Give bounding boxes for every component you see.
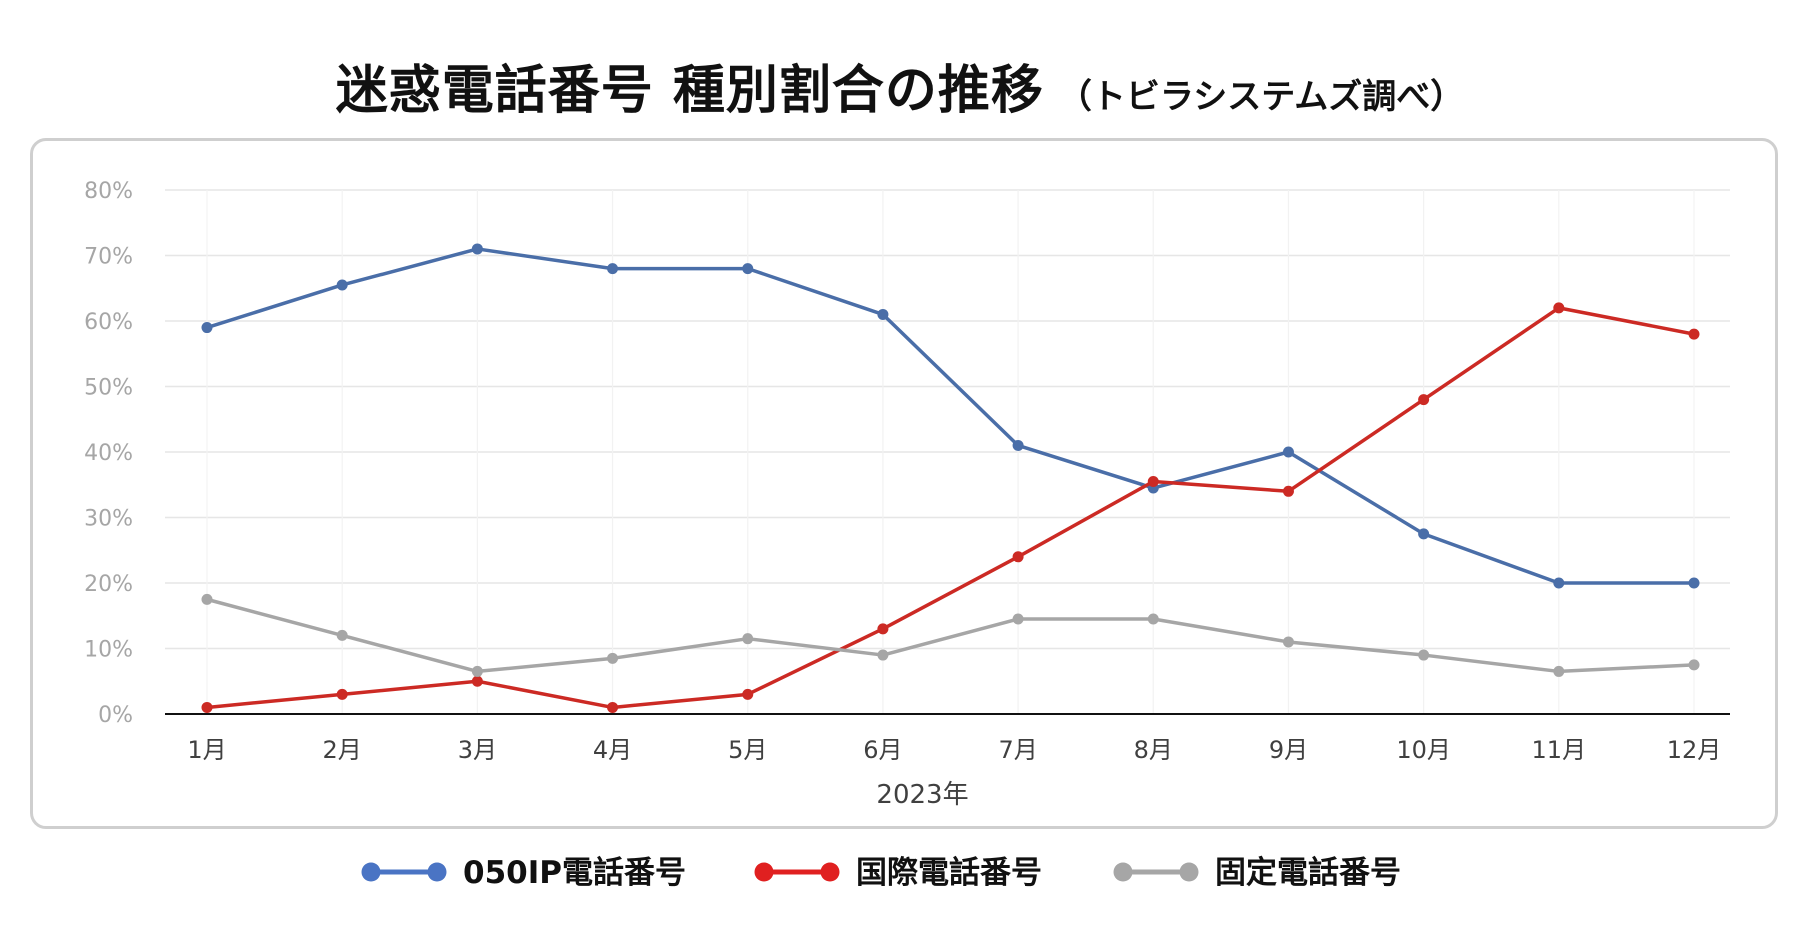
data-point — [1553, 665, 1565, 677]
series-line — [206, 247, 1694, 585]
y-tick-label: 20% — [84, 572, 133, 597]
series-line — [206, 597, 1695, 674]
y-tick-label: 40% — [84, 441, 133, 466]
x-tick-label: 10月 — [1396, 736, 1451, 764]
y-tick-label: 60% — [84, 310, 133, 335]
x-tick-label: 7月 — [998, 736, 1037, 764]
chart-title: 迷惑電話番号 種別割合の推移 — [335, 61, 1044, 121]
legend-label: 固定電話番号 — [1215, 855, 1401, 891]
x-tick-label: 8月 — [1134, 736, 1173, 764]
y-tick-label: 10% — [84, 638, 133, 663]
data-point — [201, 701, 213, 713]
data-point — [1282, 485, 1294, 497]
data-point — [742, 688, 754, 700]
data-point — [1688, 577, 1700, 589]
data-point — [607, 701, 619, 713]
data-point — [1012, 439, 1024, 451]
data-point — [1012, 613, 1024, 625]
legend-item[interactable]: 国際電話番号 — [754, 855, 1043, 891]
y-tick-label: 30% — [84, 507, 133, 532]
data-point — [1282, 446, 1294, 458]
legend-item[interactable]: 050IP電話番号 — [361, 855, 686, 891]
data-point — [1282, 636, 1294, 648]
x-tick-label: 1月 — [187, 736, 226, 764]
data-point — [336, 688, 348, 700]
legend-marker — [1179, 862, 1199, 882]
legend-marker — [427, 862, 447, 882]
data-point — [742, 263, 754, 275]
x-tick-label: 12月 — [1667, 736, 1722, 764]
series-group — [201, 243, 1700, 713]
data-point — [607, 263, 619, 275]
data-point — [877, 649, 889, 661]
data-point — [201, 322, 213, 334]
data-point — [471, 243, 483, 255]
x-tick-label: 9月 — [1269, 736, 1308, 764]
data-point — [1147, 475, 1159, 487]
y-tick-label: 70% — [84, 245, 133, 270]
data-point — [1553, 302, 1565, 314]
x-tick-label: 5月 — [728, 736, 767, 764]
legend-marker — [754, 862, 774, 882]
series-050IP電話番号 — [201, 243, 1700, 589]
data-point — [336, 629, 348, 641]
x-tick-label: 2月 — [323, 736, 362, 764]
x-tick-label: 4月 — [593, 736, 632, 764]
legend-marker — [1113, 862, 1133, 882]
y-tick-label: 50% — [84, 376, 133, 401]
data-point — [201, 593, 213, 605]
x-tick-label: 11月 — [1532, 736, 1587, 764]
x-axis-ticks: 1月 2月 3月 4月 5月 6月 7月 8月 9月 10月 11月 12月 — [187, 736, 1721, 764]
legend[interactable]: 050IP電話番号 国際電話番号 固定電話番号 — [361, 855, 1402, 891]
plot-frame — [30, 138, 1778, 829]
data-point — [471, 675, 483, 687]
x-tick-label: 3月 — [458, 736, 497, 764]
chart-subtitle: （トビラシステムズ調べ） — [1057, 77, 1465, 117]
data-point — [336, 279, 348, 291]
legend-item[interactable]: 固定電話番号 — [1113, 855, 1402, 891]
data-point — [471, 665, 483, 677]
data-point — [1418, 528, 1430, 540]
data-point — [1553, 577, 1565, 589]
data-point — [877, 308, 889, 320]
data-point — [742, 633, 754, 645]
data-point — [1418, 394, 1430, 406]
gridlines — [165, 189, 1730, 714]
y-axis-ticks: 0% 10% 20% 30% 40% 50% 60% 70% 80% — [84, 179, 133, 728]
data-point — [607, 652, 619, 664]
data-point — [1688, 328, 1700, 340]
legend-marker — [820, 862, 840, 882]
legend-label: 050IP電話番号 — [463, 855, 686, 891]
data-point — [1688, 659, 1700, 671]
data-point — [877, 623, 889, 635]
series-国際電話番号 — [201, 302, 1700, 713]
data-point — [1012, 551, 1024, 563]
x-tick-label: 6月 — [863, 736, 902, 764]
x-axis-label: 2023年 — [876, 780, 968, 810]
legend-marker — [361, 862, 381, 882]
data-point — [1147, 613, 1159, 625]
y-tick-label: 0% — [98, 703, 133, 728]
data-point — [1418, 649, 1430, 661]
legend-label: 国際電話番号 — [856, 855, 1042, 891]
chart-title-block: 迷惑電話番号 種別割合の推移 （トビラシステムズ調べ） — [0, 48, 1800, 123]
y-tick-label: 80% — [84, 179, 133, 204]
series-line — [206, 306, 1695, 710]
series-固定電話番号 — [201, 593, 1700, 677]
